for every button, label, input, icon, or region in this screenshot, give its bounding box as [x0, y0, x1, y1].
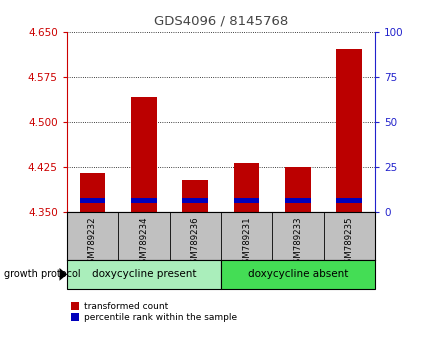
Text: GSM789231: GSM789231 — [242, 216, 251, 269]
Text: GSM789236: GSM789236 — [190, 216, 199, 269]
Bar — [131, 198, 157, 203]
Legend: transformed count, percentile rank within the sample: transformed count, percentile rank withi… — [71, 302, 236, 322]
Bar — [80, 198, 105, 203]
Text: growth protocol: growth protocol — [4, 269, 81, 279]
Text: GSM789235: GSM789235 — [344, 216, 353, 269]
Bar — [131, 97, 157, 212]
Bar — [284, 198, 310, 203]
Bar — [336, 49, 361, 212]
Polygon shape — [59, 268, 67, 281]
Text: GSM789233: GSM789233 — [293, 216, 302, 269]
Bar — [284, 167, 310, 212]
Bar — [182, 180, 208, 212]
Bar — [221, 260, 374, 289]
Text: GDS4096 / 8145768: GDS4096 / 8145768 — [154, 14, 287, 27]
Text: doxycycline absent: doxycycline absent — [247, 269, 347, 279]
Bar — [80, 173, 105, 212]
Text: GSM789234: GSM789234 — [139, 216, 148, 269]
Bar — [182, 198, 208, 203]
Bar — [233, 198, 259, 203]
Bar — [67, 260, 221, 289]
Bar — [336, 198, 361, 203]
Text: GSM789232: GSM789232 — [88, 216, 97, 269]
Bar — [233, 163, 259, 212]
Text: doxycycline present: doxycycline present — [92, 269, 196, 279]
